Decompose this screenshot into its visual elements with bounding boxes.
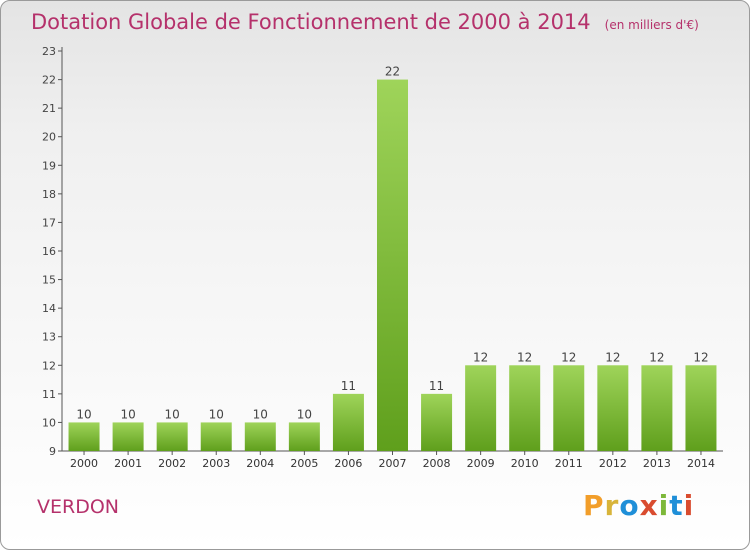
y-tick-label: 9 (49, 445, 56, 458)
y-tick-label: 23 (42, 45, 56, 58)
data-label: 12 (649, 350, 664, 364)
x-tick-label: 2011 (555, 457, 583, 470)
data-label: 10 (209, 407, 224, 421)
data-label: 12 (561, 350, 576, 364)
x-tick-label: 2000 (70, 457, 98, 470)
bar (156, 422, 188, 451)
x-tick-label: 2006 (334, 457, 362, 470)
y-tick-label: 10 (42, 416, 56, 429)
bar (597, 365, 629, 451)
bar (553, 365, 585, 451)
bar (641, 365, 673, 451)
logo-letter: i (658, 489, 670, 522)
data-label: 12 (473, 350, 488, 364)
data-label: 10 (76, 407, 91, 421)
commune-name: VERDON (37, 496, 120, 518)
x-tick-label: 2013 (643, 457, 671, 470)
bar (200, 422, 232, 451)
y-tick-label: 13 (42, 331, 56, 344)
x-tick-label: 2002 (158, 457, 186, 470)
proxiti-logo: Proxiti (583, 489, 694, 522)
chart-title: Dotation Globale de Fonctionnement de 20… (31, 10, 699, 34)
y-tick-label: 15 (42, 274, 56, 287)
x-tick-label: 2004 (246, 457, 274, 470)
y-tick-label: 21 (42, 102, 56, 115)
logo-letter: o (619, 489, 640, 522)
data-label: 22 (385, 65, 400, 79)
y-tick-label: 20 (42, 131, 56, 144)
x-tick-label: 2007 (379, 457, 407, 470)
y-tick-label: 12 (42, 359, 56, 372)
x-tick-label: 2008 (423, 457, 451, 470)
bar (685, 365, 717, 451)
x-tick-label: 2012 (599, 457, 627, 470)
bar (509, 365, 541, 451)
bar (377, 79, 408, 452)
x-tick-label: 2009 (467, 457, 495, 470)
y-tick-label: 18 (42, 188, 56, 201)
logo-letter: r (604, 489, 620, 522)
y-tick-label: 17 (42, 216, 56, 229)
data-label: 12 (693, 350, 708, 364)
data-label: 11 (341, 379, 356, 393)
data-label: 10 (253, 407, 268, 421)
x-tick-label: 2014 (687, 457, 715, 470)
chart-unit: (en milliers d'€) (604, 18, 699, 32)
y-tick-label: 19 (42, 159, 56, 172)
y-tick-label: 11 (42, 388, 56, 401)
chart-title-text: Dotation Globale de Fonctionnement de 20… (31, 10, 591, 34)
data-label: 10 (297, 407, 312, 421)
x-tick-label: 2001 (114, 457, 142, 470)
bar (112, 422, 144, 451)
x-tick-label: 2003 (202, 457, 230, 470)
bar (465, 365, 497, 451)
y-tick-label: 16 (42, 245, 56, 258)
y-tick-label: 22 (42, 74, 56, 87)
bar (244, 422, 276, 451)
data-label: 11 (429, 379, 444, 393)
logo-letter: P (583, 489, 605, 522)
data-label: 10 (120, 407, 135, 421)
x-tick-label: 2010 (511, 457, 539, 470)
data-label: 10 (165, 407, 180, 421)
bar (288, 422, 320, 451)
logo-letter: t (669, 489, 684, 522)
x-tick-label: 2005 (290, 457, 318, 470)
bar (421, 393, 453, 451)
bar (68, 422, 100, 451)
data-label: 12 (605, 350, 620, 364)
logo-letter: x (639, 489, 659, 522)
y-tick-label: 14 (42, 302, 56, 315)
data-label: 12 (517, 350, 532, 364)
logo-letter: i (683, 489, 695, 522)
bar (332, 393, 364, 451)
